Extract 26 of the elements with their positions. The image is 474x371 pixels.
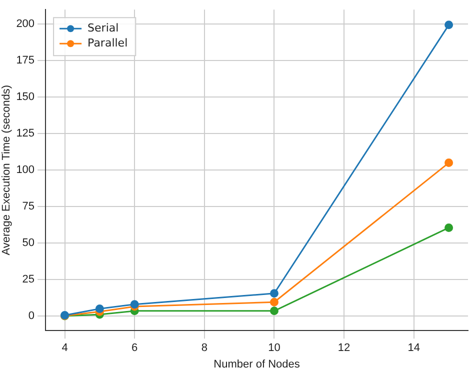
point bbox=[444, 158, 454, 168]
y-tick-label: 150 bbox=[16, 91, 35, 104]
y-tick-label: 100 bbox=[16, 164, 35, 176]
x-tick-label: 8 bbox=[201, 342, 208, 354]
y-tick-label: 125 bbox=[16, 128, 35, 140]
x-tick-label: 10 bbox=[268, 342, 280, 354]
point bbox=[270, 298, 278, 306]
x-tick-label: 12 bbox=[338, 342, 350, 354]
x-tick-label: 4 bbox=[62, 342, 68, 354]
x-axis-title: Number of Nodes bbox=[214, 358, 300, 370]
x-tick-label: 6 bbox=[132, 342, 138, 354]
legend-label: Parallel bbox=[88, 36, 128, 50]
y-axis-title: Average Execution Time (seconds) bbox=[0, 84, 13, 256]
y-tick-label: 200 bbox=[16, 18, 35, 30]
y-tick-label: 75 bbox=[22, 200, 35, 213]
point bbox=[270, 306, 278, 316]
point bbox=[444, 223, 454, 232]
y-tick-label: 25 bbox=[22, 274, 35, 286]
point bbox=[270, 289, 278, 298]
x-tick-label: 14 bbox=[408, 342, 420, 354]
point bbox=[444, 20, 454, 30]
y-tick-label: 175 bbox=[16, 54, 35, 67]
y-tick-label: 50 bbox=[22, 237, 35, 250]
y-tick-label: 0 bbox=[28, 310, 35, 322]
legend-label: Serial bbox=[88, 21, 119, 34]
point bbox=[95, 304, 104, 313]
